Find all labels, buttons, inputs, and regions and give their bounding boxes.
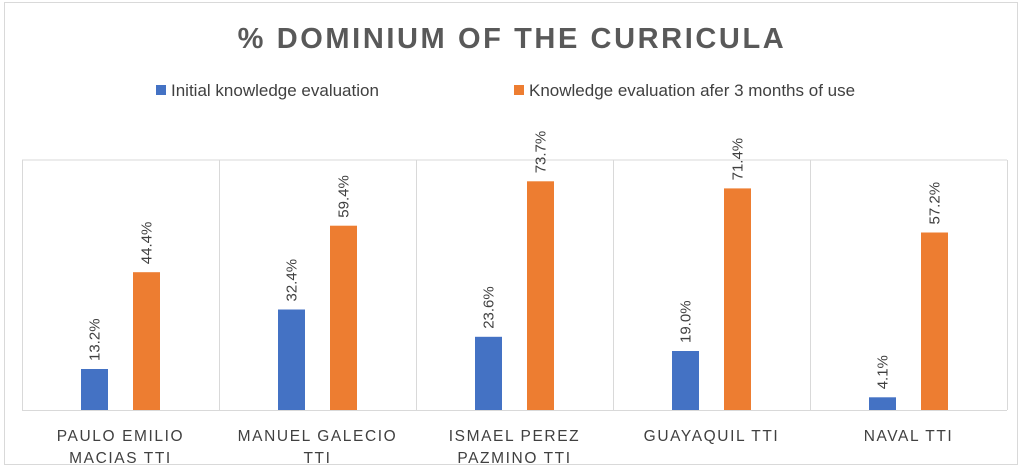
category-label: TTI bbox=[303, 450, 331, 467]
category-label: MANUEL GALECIO bbox=[238, 428, 398, 445]
data-label: 59.4% bbox=[336, 175, 353, 218]
data-label: 32.4% bbox=[284, 259, 301, 302]
data-label: 4.1% bbox=[875, 355, 892, 389]
data-label: 13.2% bbox=[87, 318, 104, 361]
data-label: 23.6% bbox=[481, 286, 498, 329]
bar-after-3-months bbox=[724, 188, 751, 410]
category-label: GUAYAQUIL TTI bbox=[644, 428, 780, 445]
bar-after-3-months bbox=[527, 181, 554, 410]
legend-swatch-after-3-months bbox=[514, 85, 524, 95]
bar-after-3-months bbox=[330, 225, 357, 410]
bar-initial bbox=[672, 351, 699, 410]
bar-initial bbox=[278, 309, 305, 410]
legend-item-initial: Initial knowledge evaluation bbox=[156, 81, 379, 100]
plot-area: 13.2% 44.4% PAULO EMILIO MACIAS TTI 32.4% 59.… bbox=[22, 131, 1008, 467]
legend-swatch-initial bbox=[156, 85, 166, 95]
bar-initial bbox=[869, 397, 896, 410]
data-label: 71.4% bbox=[730, 138, 747, 181]
data-label: 19.0% bbox=[678, 300, 695, 343]
category-label: PAULO EMILIO bbox=[57, 428, 184, 445]
legend-item-after-3-months: Knowledge evaluation afer 3 months of us… bbox=[514, 81, 855, 100]
bar-initial bbox=[475, 336, 502, 410]
bar-after-3-months bbox=[921, 232, 948, 410]
category-label: NAVAL TTI bbox=[864, 428, 954, 445]
category-label: ISMAEL PEREZ bbox=[449, 428, 580, 445]
legend-label-after-3-months: Knowledge evaluation afer 3 months of us… bbox=[529, 81, 855, 100]
data-label: 57.2% bbox=[927, 182, 944, 225]
legend-label-initial: Initial knowledge evaluation bbox=[171, 81, 379, 100]
chart-frame bbox=[4, 2, 1018, 465]
bar-after-3-months bbox=[133, 272, 160, 410]
data-label: 44.4% bbox=[139, 222, 156, 265]
chart-title: % DOMINIUM OF THE CURRICULA bbox=[238, 23, 787, 55]
data-label: 73.7% bbox=[533, 131, 550, 174]
legend: Initial knowledge evaluation Knowledge e… bbox=[156, 81, 855, 100]
category-label: PAZMINO TTI bbox=[457, 450, 571, 467]
bar-initial bbox=[81, 369, 108, 410]
category-label: MACIAS TTI bbox=[69, 450, 172, 467]
